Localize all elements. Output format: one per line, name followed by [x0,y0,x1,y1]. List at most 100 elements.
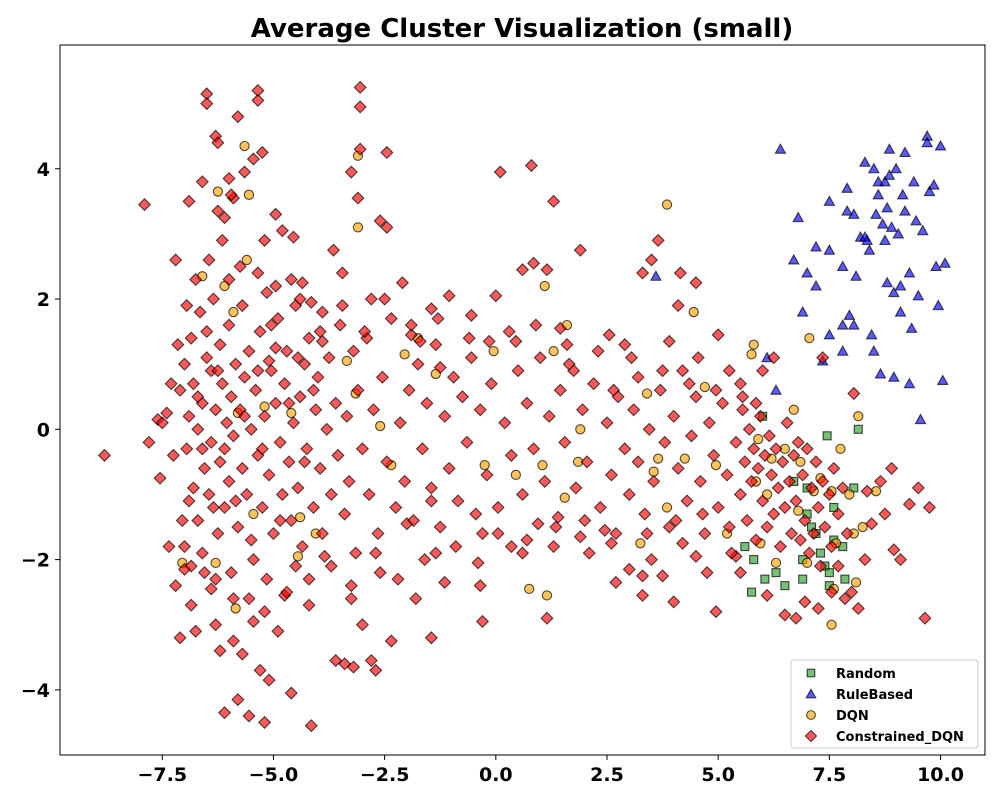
data-point [809,455,823,469]
data-point [355,618,369,632]
data-point [195,546,209,560]
data-point [818,520,832,534]
data-point [641,388,653,399]
data-point [324,559,338,573]
data-point [373,566,387,580]
data-point [749,533,763,547]
data-point [887,286,900,298]
legend-box [790,659,979,749]
data-point [475,526,490,541]
data-point [211,364,225,378]
data-point [767,507,781,521]
data-point [306,383,321,397]
data-point [338,507,352,521]
data-point [740,513,754,528]
data-point [560,338,574,352]
data-point [524,158,538,173]
data-point [213,644,227,658]
data-point [542,409,556,423]
data-point [257,715,272,730]
data-point [286,416,301,430]
data-point [684,429,699,443]
data-point [186,377,200,391]
data-point [879,175,891,187]
data-point [647,474,661,488]
data-point [353,142,367,156]
data-point [137,198,152,212]
data-point [789,611,803,625]
data-point [264,364,278,378]
data-point [939,257,951,268]
legend-label: Random [836,667,896,682]
data-point [548,345,559,357]
data-point [255,145,269,160]
data-point [269,341,283,355]
data-point [315,526,329,541]
data-point [257,409,272,423]
data-point [673,266,687,280]
data-point [371,526,385,541]
data-point [746,349,757,360]
data-point [175,513,189,528]
data-point [406,513,421,528]
data-point [200,325,214,339]
data-point [264,318,278,332]
data-point [661,502,673,513]
data-point [693,474,707,488]
data-point [342,474,356,488]
data-point [853,424,863,434]
data-point [424,302,438,316]
data-point [251,364,265,378]
data-point [318,549,332,563]
data-point [553,383,567,397]
data-point [582,546,596,560]
data-point [874,367,887,379]
data-point [867,162,880,174]
data-point [835,443,846,455]
x-tick-label: 7.5 [813,764,847,786]
data-point [442,461,456,475]
data-point [493,165,507,179]
data-point [255,500,269,515]
data-point [202,253,216,267]
data-point [315,334,329,348]
data-point [789,494,803,508]
data-point [932,299,945,311]
data-point [744,474,759,488]
data-point [364,653,378,668]
data-point [798,513,812,528]
legend-label: RuleBased [836,688,913,703]
data-point [894,305,907,317]
data-point [346,660,361,674]
data-point [464,308,478,322]
data-point [355,442,369,456]
data-point [836,260,849,272]
y-tick-label: 2 [37,289,50,311]
data-point [460,435,474,449]
legend-label: DQN [836,709,869,724]
data-point [266,526,281,541]
data-point [209,403,223,417]
data-point [197,566,212,580]
data-point [253,325,267,339]
data-point [344,579,358,593]
data-point [195,442,209,456]
data-point [424,494,438,508]
data-point [841,204,854,216]
data-point [651,233,665,247]
data-point [887,371,900,382]
data-point [826,619,837,630]
data-point [404,318,418,332]
data-point [291,481,305,495]
data-point [822,431,832,441]
data-point [269,396,283,410]
data-point [791,435,805,449]
data-point [289,559,303,573]
data-point [912,289,925,301]
data-point [622,487,636,502]
data-point [787,253,800,265]
data-point [760,574,770,584]
x-tick-label: 10.0 [917,764,964,786]
data-point [369,546,383,560]
data-point [366,403,381,417]
